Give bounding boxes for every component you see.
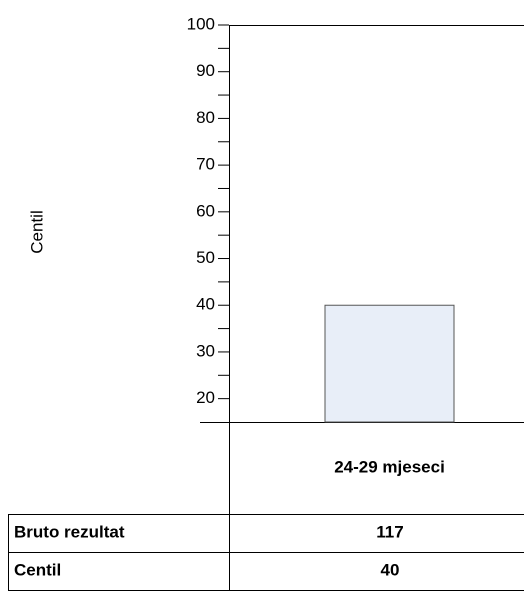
table-row-label: Centil — [14, 560, 61, 579]
x-tick-label: 24-29 mjeseci — [334, 457, 445, 476]
y-tick-label: 100 — [187, 14, 215, 33]
y-axis-label: Centil — [27, 210, 46, 253]
y-tick-label: 80 — [196, 108, 215, 127]
bar — [324, 304, 455, 423]
table-cell: 117 — [376, 522, 403, 541]
table-cell: 40 — [381, 560, 400, 579]
y-tick-label: 30 — [196, 341, 215, 360]
y-tick-label: 50 — [196, 248, 215, 267]
y-tick-label: 40 — [196, 295, 215, 314]
y-tick-label: 60 — [196, 201, 215, 220]
y-tick-label: 90 — [196, 61, 215, 80]
y-tick-label: 70 — [196, 155, 215, 174]
y-tick-label: 20 — [196, 388, 215, 407]
table-row-label: Bruto rezultat — [14, 522, 125, 541]
